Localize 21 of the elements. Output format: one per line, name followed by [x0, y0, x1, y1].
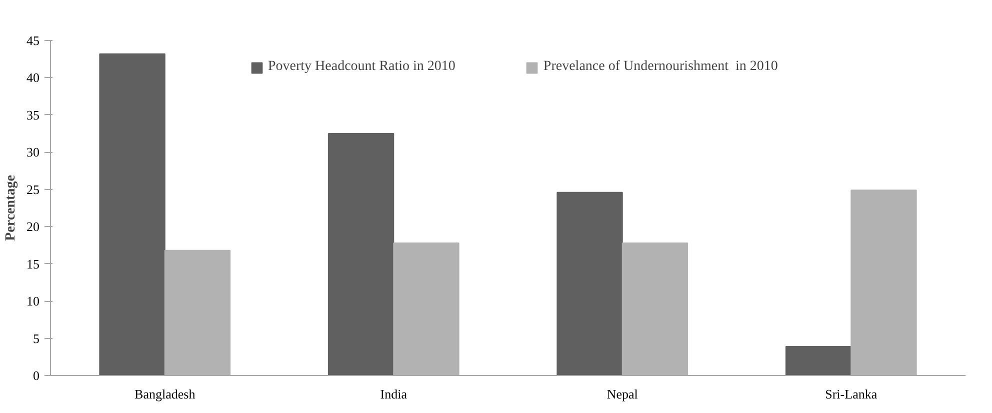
y-tick-label: 35 — [26, 107, 40, 122]
y-tick-label: 0 — [33, 368, 40, 383]
y-tick-label: 5 — [33, 330, 40, 346]
y-axis-title: Percentage — [4, 175, 18, 241]
y-tick-label: 40 — [26, 70, 40, 86]
bar — [328, 133, 394, 376]
bar — [556, 192, 623, 376]
y-tick-label: 20 — [26, 219, 40, 234]
bar — [785, 346, 852, 376]
legend-label: Poverty Headcount Ratio in 2010 — [268, 59, 456, 75]
bar — [99, 53, 166, 376]
x-tick-label: Sri-Lanka — [825, 386, 878, 402]
x-tick-label: Nepal — [606, 386, 638, 402]
y-tick-label: 10 — [26, 294, 40, 309]
y-tick-label: 25 — [26, 182, 40, 197]
y-tick-label: 15 — [26, 256, 40, 272]
y-tick-label: 45 — [26, 33, 40, 48]
x-tick-label: Bangladesh — [134, 386, 196, 402]
x-tick-label: India — [380, 386, 408, 402]
legend-label: Prevelance of Undernourishment in 2010 — [543, 59, 778, 75]
y-tick-label: 30 — [26, 144, 40, 160]
